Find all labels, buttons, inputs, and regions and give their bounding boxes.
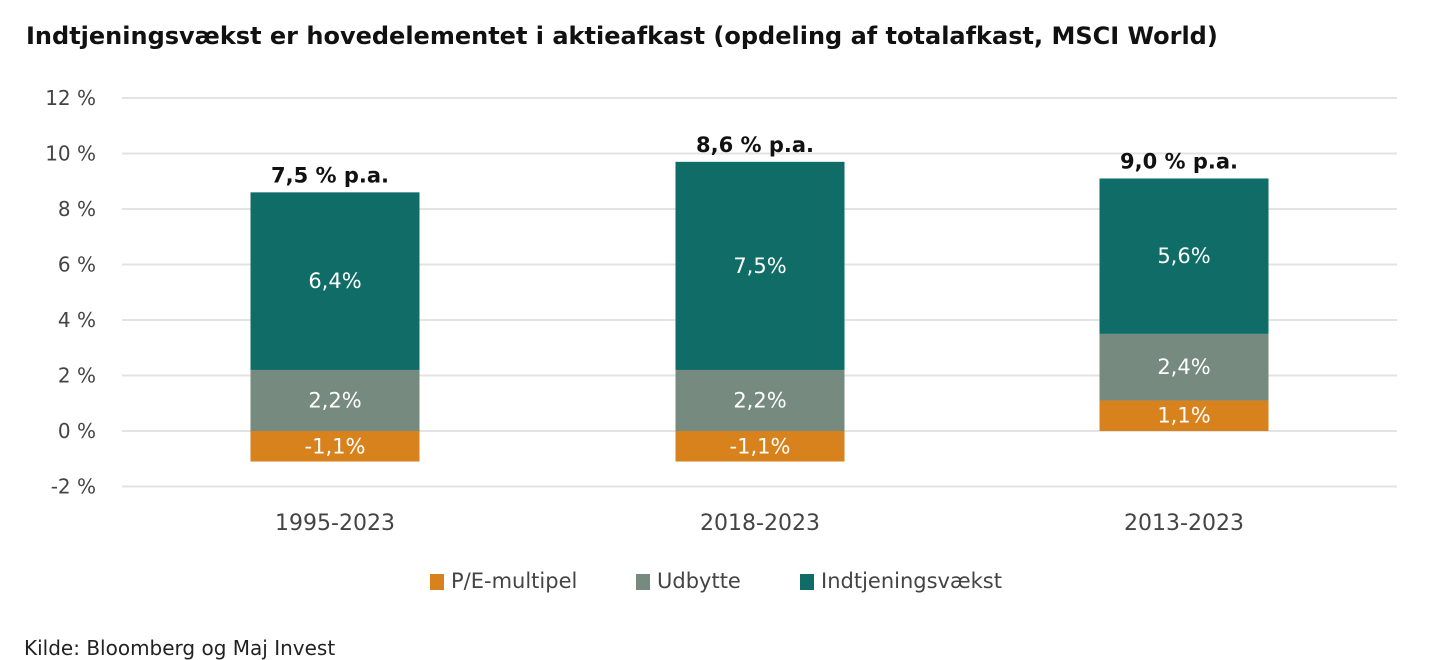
y-tick-label: 12 % bbox=[45, 86, 96, 110]
source-note: Kilde: Bloomberg og Maj Invest bbox=[24, 636, 336, 660]
bar-segment-indtjeningsv-kst bbox=[1099, 178, 1269, 334]
y-tick-label: 6 % bbox=[58, 253, 96, 277]
y-tick-label: -2 % bbox=[51, 475, 96, 499]
bar-segment-p-e-multipel bbox=[1099, 400, 1269, 431]
y-tick-label: 4 % bbox=[58, 308, 96, 332]
data-label: -1,1% bbox=[305, 434, 366, 458]
data-label: 2,4% bbox=[1157, 355, 1210, 379]
legend-label: Udbytte bbox=[657, 569, 741, 593]
data-label: 1,1% bbox=[1157, 404, 1210, 428]
bar-segment-udbytte bbox=[250, 369, 420, 431]
x-tick-label: 1995-2023 bbox=[275, 511, 395, 536]
total-label: 8,6 % p.a. bbox=[696, 133, 814, 157]
legend-swatch bbox=[430, 574, 444, 590]
data-label: -1,1% bbox=[730, 434, 791, 458]
bar-segment-p-e-multipel bbox=[675, 431, 845, 462]
bar-segment-indtjeningsv-kst bbox=[675, 161, 845, 370]
bar-segment-indtjeningsv-kst bbox=[250, 192, 420, 370]
bar-segment-udbytte bbox=[1099, 333, 1269, 401]
legend-swatch bbox=[636, 574, 650, 590]
x-tick-label: 2018-2023 bbox=[700, 511, 820, 536]
bar-segment-p-e-multipel bbox=[250, 431, 420, 462]
total-label: 9,0 % p.a. bbox=[1120, 149, 1238, 173]
data-label: 2,2% bbox=[733, 388, 786, 412]
data-label: 2,2% bbox=[308, 388, 361, 412]
data-label: 6,4% bbox=[308, 269, 361, 293]
legend-label: Indtjeningsvækst bbox=[821, 569, 1002, 593]
y-tick-label: 2 % bbox=[58, 364, 96, 388]
x-tick-label: 2013-2023 bbox=[1124, 511, 1244, 536]
chart-title: Indtjeningsvækst er hovedelementet i akt… bbox=[26, 22, 1218, 50]
data-label: 5,6% bbox=[1157, 244, 1210, 268]
y-tick-label: 0 % bbox=[58, 419, 96, 443]
data-label: 7,5% bbox=[733, 254, 786, 278]
total-label: 7,5 % p.a. bbox=[271, 163, 389, 187]
legend-swatch bbox=[800, 574, 814, 590]
y-tick-label: 10 % bbox=[45, 142, 96, 166]
y-tick-label: 8 % bbox=[58, 197, 96, 221]
legend-label: P/E-multipel bbox=[451, 569, 577, 593]
bar-segment-udbytte bbox=[675, 369, 845, 431]
